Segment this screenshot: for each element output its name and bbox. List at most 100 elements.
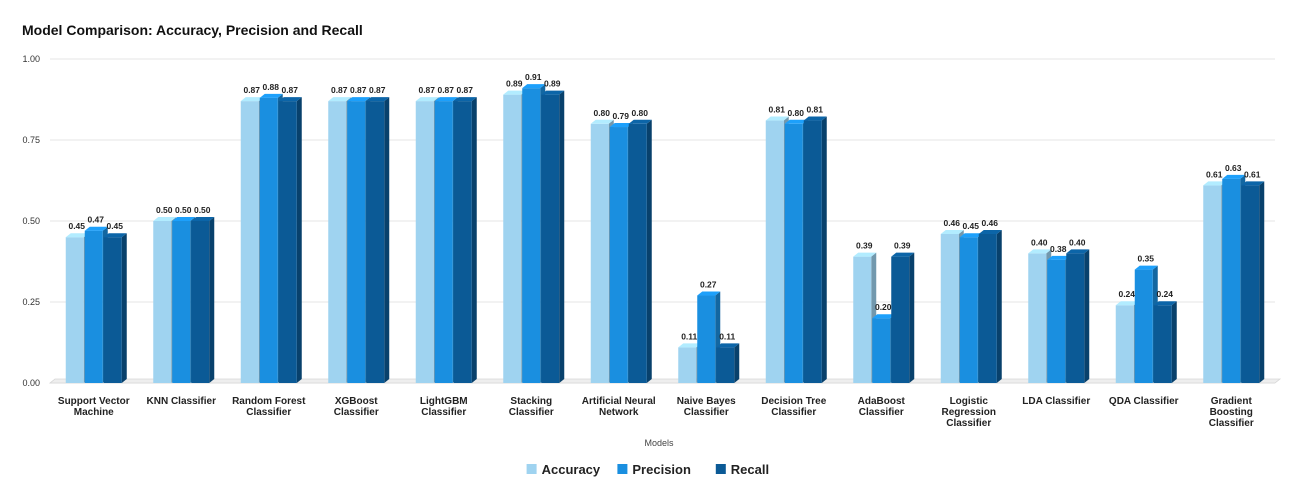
data-label: 0.81 (768, 105, 785, 115)
bar-top (959, 233, 983, 238)
bar-front (103, 237, 122, 383)
category-label: Artificial Neural Network (582, 396, 656, 418)
category-label: LightGBM Classifier (420, 396, 468, 418)
bar-front (172, 221, 191, 383)
data-label: 0.61 (1206, 169, 1223, 179)
y-tick-label: 0.00 (22, 378, 40, 388)
category-label: Gradient Boosting Classifier (1209, 396, 1254, 429)
bar-front (765, 120, 784, 383)
bar-side (296, 97, 302, 384)
data-label: 0.39 (856, 241, 873, 251)
data-label: 0.50 (175, 205, 192, 215)
data-label: 0.87 (243, 85, 260, 95)
bar-front (153, 221, 172, 383)
bar-front (853, 256, 872, 383)
category-label-line: Support Vector (58, 396, 130, 407)
legend: Accuracy Precision Recall (526, 462, 769, 477)
data-label: 0.91 (525, 72, 542, 82)
bar-top (1134, 265, 1158, 270)
data-label: 0.87 (456, 85, 473, 95)
category-label: Decision Tree Classifier (761, 396, 826, 418)
bar-top (172, 217, 196, 221)
bar-front (503, 94, 522, 383)
y-tick-label: 1.00 (22, 54, 40, 64)
data-label: 0.46 (943, 218, 960, 228)
bar-top (1115, 301, 1139, 306)
data-label: 0.11 (719, 331, 735, 341)
data-label: 0.87 (369, 85, 386, 95)
data-label: 0.39 (894, 241, 911, 251)
data-label: 0.87 (418, 85, 435, 95)
category-label: KNN Classifier (147, 396, 217, 407)
bar-front (959, 237, 978, 383)
bar-recall-0 (103, 233, 127, 383)
data-label: 0.89 (506, 79, 523, 89)
bar-recall-9 (891, 252, 915, 383)
data-label: 0.88 (262, 82, 279, 92)
category-label-line: Classifier (771, 407, 816, 418)
bar-top (240, 97, 264, 102)
bar-front (259, 97, 278, 383)
category-label-line: Artificial Neural (582, 396, 656, 407)
bar-recall-5 (541, 90, 565, 383)
bar-front (1203, 185, 1222, 383)
bar-top (1241, 181, 1265, 186)
bar-side (646, 119, 652, 384)
bar-recall-2 (278, 97, 302, 384)
bar-front (891, 256, 910, 383)
data-label: 0.50 (156, 205, 173, 215)
legend-label: Accuracy (542, 462, 601, 477)
category-label-line: Naive Bayes (677, 396, 736, 407)
bar-top (784, 119, 808, 124)
category-label-line: Network (599, 407, 639, 418)
category-label-line: Classifier (1209, 418, 1254, 429)
bar-top (628, 119, 652, 124)
bar-front (328, 101, 347, 384)
x-axis-label: Models (644, 438, 674, 448)
bar-top (803, 116, 827, 121)
category-label-line: KNN Classifier (147, 396, 217, 407)
bar-top (697, 291, 721, 296)
bar-top (716, 343, 740, 348)
bar-top (278, 97, 302, 102)
bar-front (1066, 253, 1085, 383)
bar-side (1171, 301, 1177, 383)
bar-recall-7 (716, 343, 740, 383)
bar-top (978, 229, 1002, 234)
category-label: XGBoost Classifier (334, 396, 379, 418)
data-label: 0.24 (1156, 289, 1173, 299)
bar-side (209, 217, 215, 383)
bar-top (1153, 301, 1177, 306)
legend-item-accuracy: Accuracy (526, 462, 601, 477)
category-label: Support Vector Machine (58, 396, 130, 418)
category-label-line: Classifier (684, 407, 729, 418)
bar-top (678, 343, 702, 348)
legend-label: Recall (731, 462, 769, 477)
bar-front (784, 123, 803, 384)
bar-front (1115, 305, 1134, 383)
bar-front (191, 221, 210, 383)
bar-top (1066, 249, 1090, 254)
category-label-line: AdaBoost (858, 396, 906, 407)
legend-swatch (617, 464, 628, 474)
data-label: 0.20 (875, 302, 892, 312)
bar-recall-3 (366, 97, 390, 384)
category-label: Stacking Classifier (509, 396, 554, 418)
bar-side (734, 343, 740, 383)
bar-front (453, 101, 472, 384)
y-tick-label: 0.75 (22, 135, 40, 145)
bar-front (1047, 259, 1066, 383)
bar-recall-6 (628, 119, 652, 384)
bar-front (278, 101, 297, 384)
x-axis-categories: Support Vector Machine KNN Classifier Rando… (58, 396, 1254, 429)
bar-recall-10 (978, 229, 1002, 383)
bar-recall-1 (191, 217, 215, 383)
category-label-line: Classifier (509, 407, 554, 418)
bar-front (716, 347, 735, 383)
chart-floor (48, 378, 1282, 384)
bar-top (153, 217, 177, 221)
bar-front (678, 347, 697, 383)
category-label: Random Forest Classifier (232, 396, 306, 418)
bar-side (471, 97, 477, 384)
bar-side (1084, 249, 1090, 383)
